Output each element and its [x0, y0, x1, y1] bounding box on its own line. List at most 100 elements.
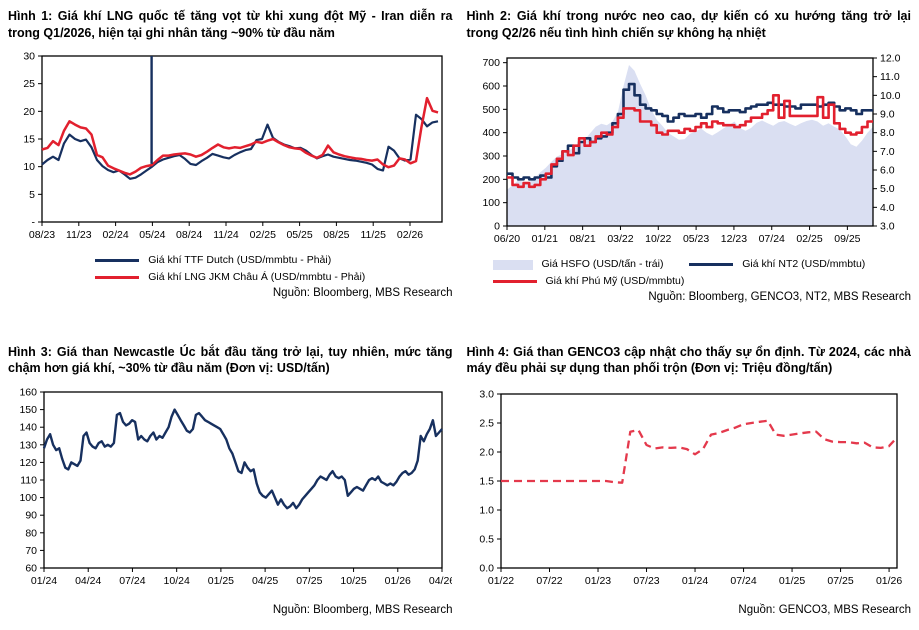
- legend-item: Giá HSFO (USD/tấn - trái): [492, 258, 690, 271]
- svg-text:02/26: 02/26: [397, 229, 423, 241]
- svg-text:11/25: 11/25: [360, 229, 386, 241]
- legend-item: Giá khí LNG JKM Châu Á (USD/mmbtu - Phải…: [95, 270, 366, 284]
- svg-text:20: 20: [23, 106, 35, 118]
- figure-1-title: Hình 1: Giá khí LNG quốc tế tăng vọt từ …: [8, 9, 453, 40]
- line-swatch: [492, 279, 537, 283]
- legend-label: Giá khí LNG JKM Châu Á (USD/mmbtu - Phải…: [148, 270, 366, 283]
- svg-text:150: 150: [19, 404, 37, 416]
- svg-text:12/23: 12/23: [720, 233, 746, 245]
- area-swatch: [492, 259, 533, 270]
- svg-text:3.0: 3.0: [880, 221, 895, 233]
- legend-label: Giá HSFO (USD/tấn - trái): [541, 258, 664, 270]
- svg-text:130: 130: [19, 439, 37, 451]
- svg-text:04/25: 04/25: [252, 575, 278, 587]
- svg-text:100: 100: [19, 492, 37, 504]
- svg-text:-: -: [32, 217, 36, 229]
- figure-2: Hình 2: Giá khí trong nước neo cao, dự k…: [467, 8, 912, 318]
- figure-2-source: Nguồn: Bloomberg, GENCO3, NT2, MBS Resea…: [648, 291, 911, 304]
- svg-text:01/24: 01/24: [31, 575, 57, 587]
- svg-text:08/21: 08/21: [569, 233, 595, 245]
- svg-text:04/24: 04/24: [75, 575, 101, 587]
- svg-text:07/24: 07/24: [730, 575, 756, 587]
- svg-text:3.0: 3.0: [479, 388, 494, 400]
- svg-text:07/22: 07/22: [536, 575, 562, 587]
- svg-text:05/24: 05/24: [139, 229, 165, 241]
- line-swatch: [95, 275, 140, 279]
- legend-label: Giá khí NT2 (USD/mmbtu): [742, 258, 866, 270]
- line-swatch: [689, 263, 734, 267]
- figure-1-legend: Giá khí TTF Dutch (USD/mmbtu - Phải) Giá …: [95, 254, 366, 284]
- svg-text:160: 160: [19, 386, 37, 398]
- svg-text:8.0: 8.0: [880, 127, 895, 139]
- svg-text:01/24: 01/24: [681, 575, 707, 587]
- svg-text:15: 15: [23, 134, 35, 146]
- svg-text:04/26: 04/26: [429, 575, 452, 587]
- figure-1: Hình 1: Giá khí LNG quốc tế tăng vọt từ …: [8, 8, 453, 318]
- svg-text:09/25: 09/25: [834, 233, 860, 245]
- svg-text:11.0: 11.0: [880, 71, 900, 83]
- svg-text:02/24: 02/24: [102, 229, 128, 241]
- svg-text:0.5: 0.5: [479, 533, 494, 545]
- svg-text:05/25: 05/25: [286, 229, 312, 241]
- svg-text:300: 300: [482, 151, 500, 163]
- svg-text:700: 700: [482, 57, 500, 69]
- figure-4-source: Nguồn: GENCO3, MBS Research: [738, 603, 911, 616]
- svg-text:200: 200: [482, 174, 500, 186]
- svg-text:7.0: 7.0: [880, 146, 895, 158]
- line-swatch: [95, 259, 140, 263]
- svg-text:08/23: 08/23: [29, 229, 55, 241]
- svg-text:01/23: 01/23: [584, 575, 610, 587]
- figure-1-plot: 30 25 20 15 10 5 -08/23 11/23 02/24 05/24 08/24 11/…: [8, 50, 453, 248]
- svg-text:10/22: 10/22: [645, 233, 671, 245]
- svg-text:08/25: 08/25: [323, 229, 349, 241]
- svg-text:10: 10: [23, 161, 35, 173]
- svg-text:10.0: 10.0: [880, 90, 901, 102]
- svg-text:110: 110: [20, 474, 37, 486]
- svg-text:11/23: 11/23: [66, 229, 92, 241]
- svg-text:90: 90: [25, 509, 37, 521]
- legend-label: Giá khí TTF Dutch (USD/mmbtu - Phải): [148, 254, 332, 266]
- svg-text:01/25: 01/25: [778, 575, 804, 587]
- svg-text:1.0: 1.0: [479, 504, 494, 516]
- svg-text:100: 100: [482, 197, 500, 209]
- svg-text:600: 600: [482, 81, 500, 93]
- svg-text:12.0: 12.0: [880, 53, 901, 65]
- svg-text:03/22: 03/22: [607, 233, 633, 245]
- svg-text:07/25: 07/25: [827, 575, 853, 587]
- svg-text:6.0: 6.0: [880, 165, 895, 177]
- svg-text:02/25: 02/25: [250, 229, 276, 241]
- figure-2-legend: Giá HSFO (USD/tấn - trái) Giá khí NT2 (US…: [467, 258, 912, 288]
- svg-text:5: 5: [29, 189, 35, 201]
- figure-3-plot: 160 150 140 130 120 110 100 90 80 70 60 01/24 04/24 0…: [8, 386, 455, 594]
- svg-text:01/22: 01/22: [487, 575, 513, 587]
- svg-text:01/26: 01/26: [875, 575, 901, 587]
- svg-text:2.0: 2.0: [479, 446, 494, 458]
- figure-2-plot: 700 600 500 400 300 200 100 0 12.0 11.0 10.0 9.0 8.0…: [467, 50, 912, 252]
- svg-text:07/24: 07/24: [119, 575, 145, 587]
- svg-text:07/25: 07/25: [296, 575, 322, 587]
- svg-text:4.0: 4.0: [880, 202, 895, 214]
- svg-text:10/25: 10/25: [340, 575, 366, 587]
- svg-text:02/25: 02/25: [796, 233, 822, 245]
- legend-label: Giá khí Phú Mỹ (USD/mmbtu): [545, 274, 685, 287]
- figure-3: Hình 3: Giá than Newcastle Úc bắt đầu tă…: [8, 344, 455, 630]
- svg-text:10/24: 10/24: [164, 575, 190, 587]
- figure-4: Hình 4: Giá than GENCO3 cập nhật cho thấ…: [467, 344, 912, 630]
- legend-item: Giá khí TTF Dutch (USD/mmbtu - Phải): [95, 254, 332, 267]
- svg-text:60: 60: [25, 562, 37, 574]
- svg-text:400: 400: [482, 127, 500, 139]
- svg-text:07/24: 07/24: [758, 233, 784, 245]
- svg-text:140: 140: [19, 421, 37, 433]
- svg-text:120: 120: [19, 456, 37, 468]
- svg-text:2.5: 2.5: [479, 417, 494, 429]
- svg-text:0.0: 0.0: [479, 562, 494, 574]
- svg-text:70: 70: [25, 544, 37, 556]
- legend-item: Giá khí Phú Mỹ (USD/mmbtu): [492, 274, 690, 288]
- svg-text:01/26: 01/26: [385, 575, 411, 587]
- legend-item: Giá khí NT2 (USD/mmbtu): [689, 258, 911, 271]
- svg-text:5.0: 5.0: [880, 183, 895, 195]
- svg-text:30: 30: [23, 51, 35, 63]
- svg-text:0: 0: [494, 221, 500, 233]
- svg-text:500: 500: [482, 104, 500, 116]
